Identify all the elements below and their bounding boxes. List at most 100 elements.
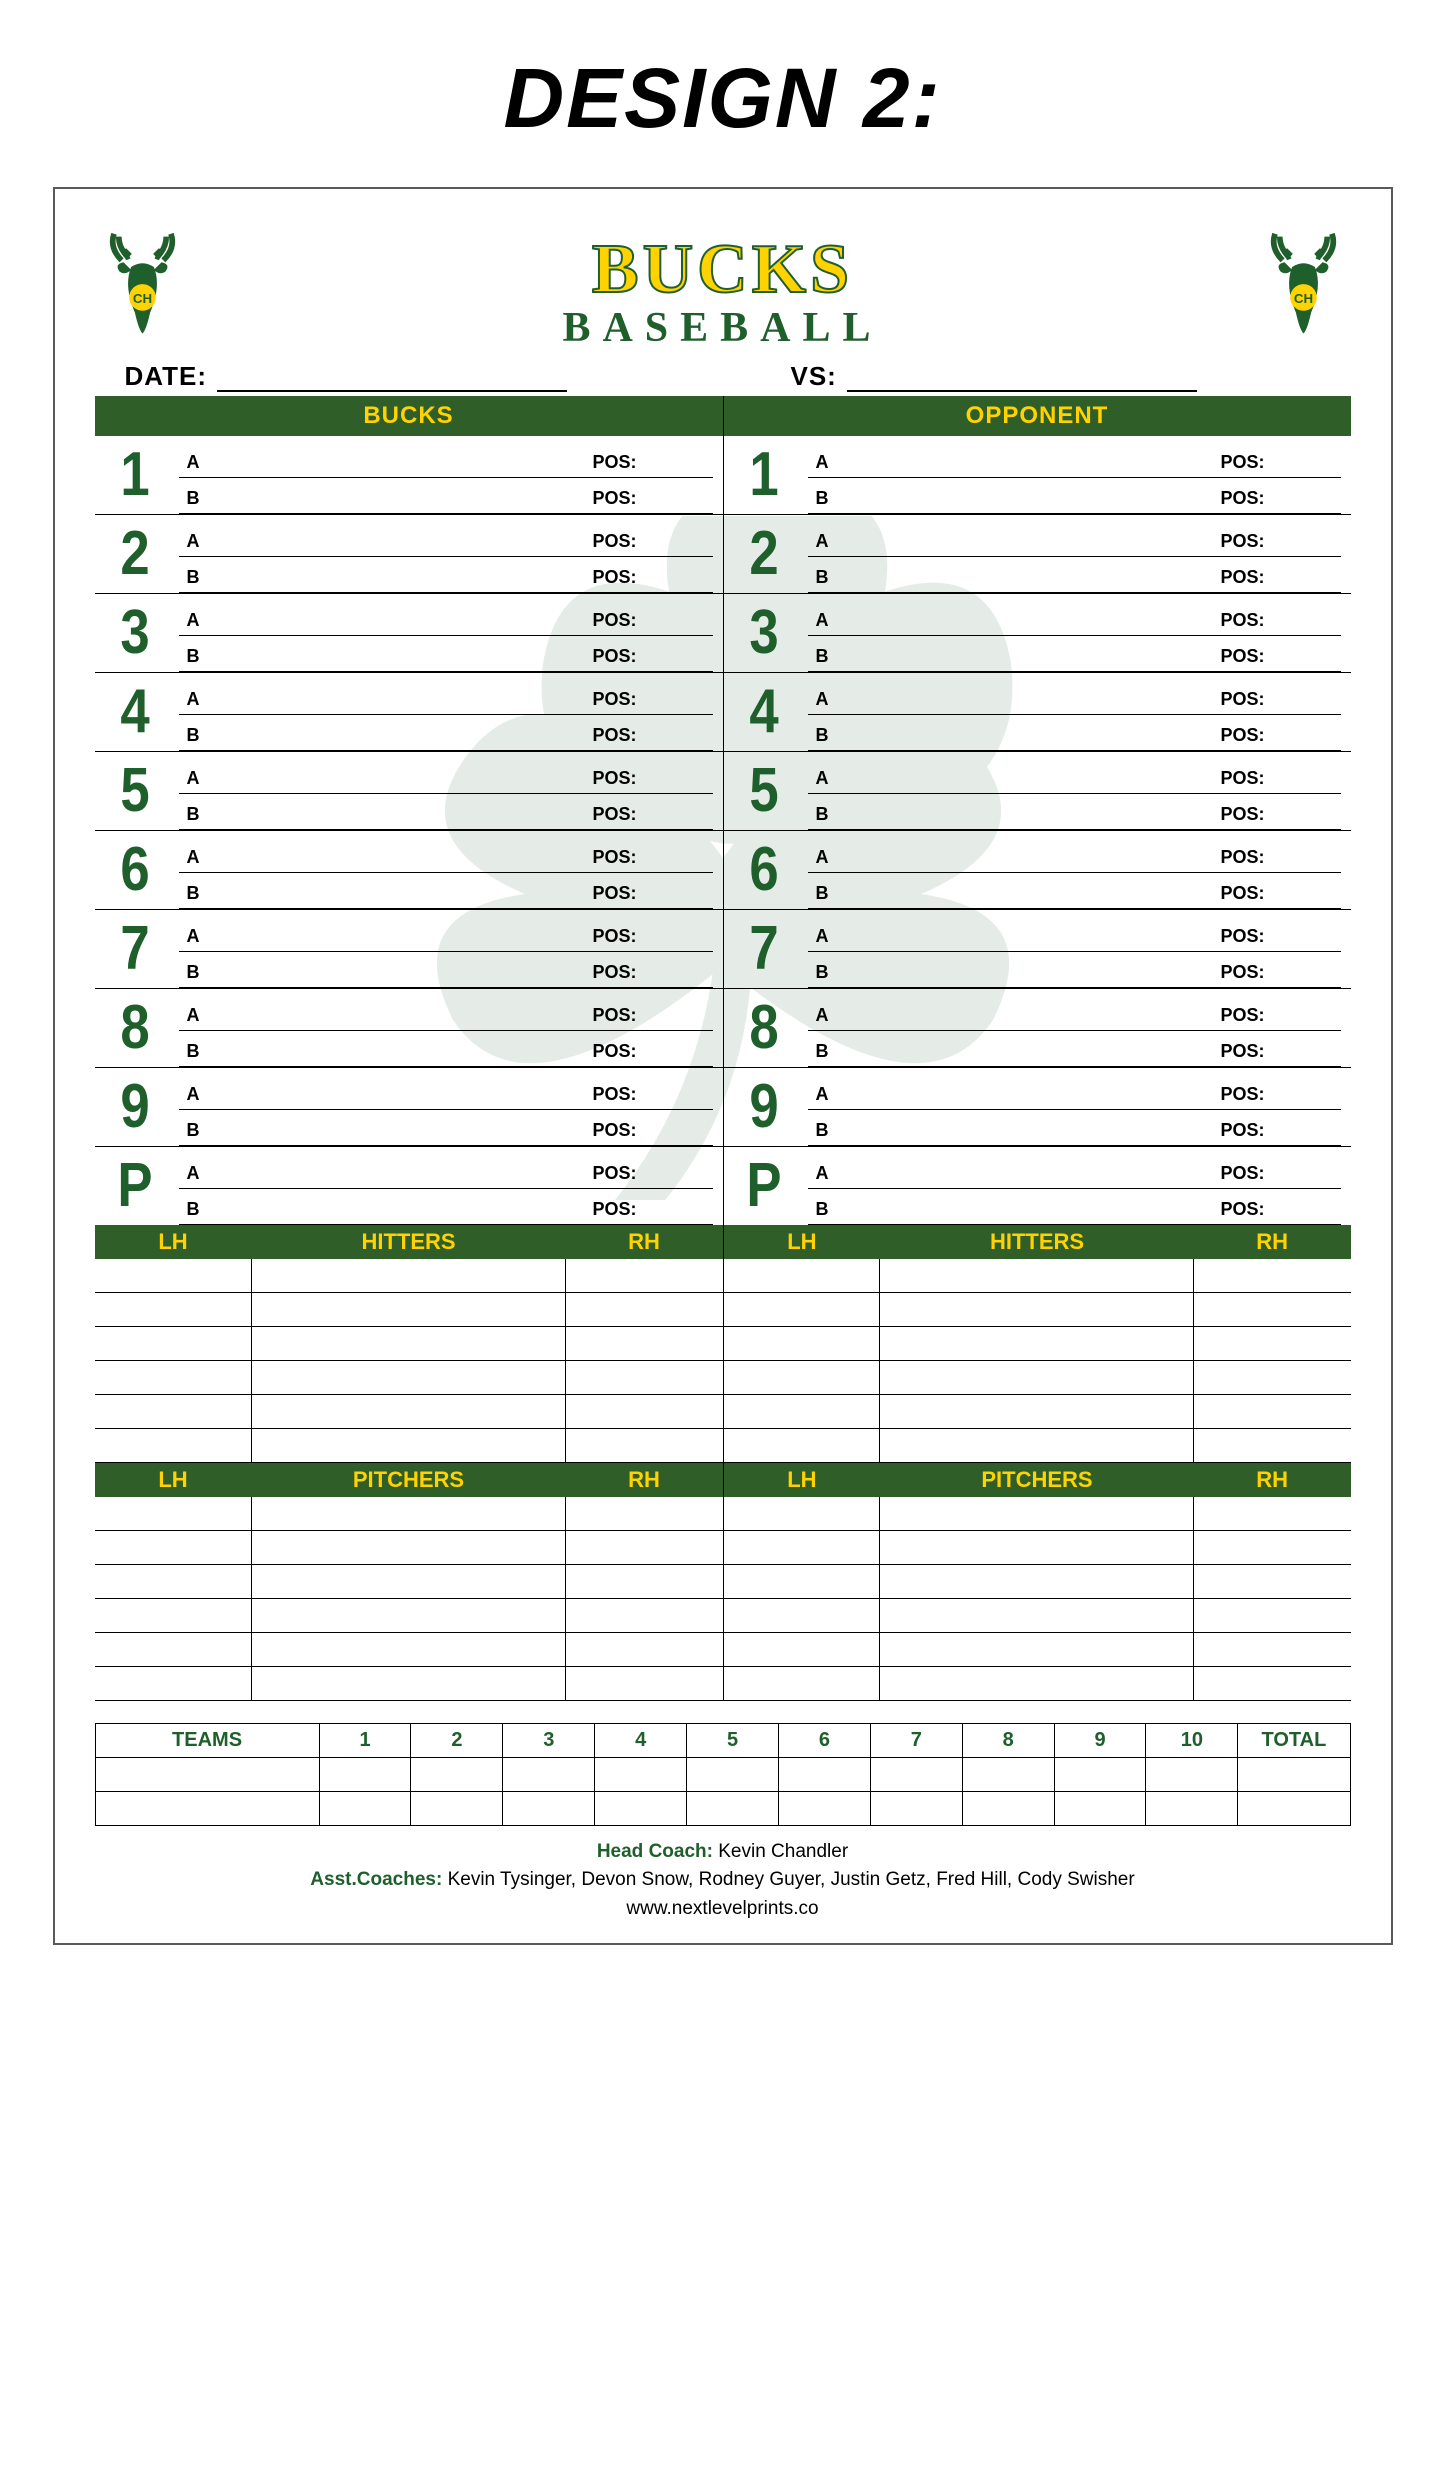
sec-cell-mid[interactable]: [880, 1259, 1194, 1292]
sec-cell-rh[interactable]: [1194, 1361, 1351, 1394]
sec-cell-lh[interactable]: [724, 1395, 881, 1428]
sec-cell-mid[interactable]: [880, 1633, 1194, 1666]
slot-line-b[interactable]: BPOS:: [808, 1189, 1341, 1225]
slot-line-b[interactable]: BPOS:: [808, 636, 1341, 672]
sec-cell-mid[interactable]: [252, 1531, 566, 1564]
slot-line-a[interactable]: APOS:: [179, 600, 713, 636]
slot-line-b[interactable]: BPOS:: [179, 715, 713, 751]
sec-cell-mid[interactable]: [252, 1327, 566, 1360]
slot-line-a[interactable]: APOS:: [808, 1074, 1341, 1110]
score-cell[interactable]: [1238, 1791, 1350, 1825]
sec-cell-rh[interactable]: [566, 1293, 723, 1326]
sec-cell-lh[interactable]: [724, 1361, 881, 1394]
sec-cell-mid[interactable]: [252, 1497, 566, 1530]
sec-cell-mid[interactable]: [252, 1667, 566, 1700]
slot-line-b[interactable]: BPOS:: [179, 794, 713, 830]
sec-cell-lh[interactable]: [95, 1361, 252, 1394]
slot-line-a[interactable]: APOS:: [179, 758, 713, 794]
slot-line-b[interactable]: BPOS:: [808, 873, 1341, 909]
slot-line-a[interactable]: APOS:: [179, 1153, 713, 1189]
date-input-line[interactable]: [217, 368, 567, 392]
sec-cell-rh[interactable]: [566, 1633, 723, 1666]
score-cell[interactable]: [411, 1791, 503, 1825]
sec-cell-lh[interactable]: [724, 1259, 881, 1292]
sec-cell-rh[interactable]: [566, 1259, 723, 1292]
score-cell[interactable]: [595, 1757, 687, 1791]
sec-cell-mid[interactable]: [880, 1565, 1194, 1598]
sec-cell-rh[interactable]: [1194, 1293, 1351, 1326]
sec-line[interactable]: [724, 1327, 1351, 1361]
sec-line[interactable]: [95, 1293, 723, 1327]
sec-cell-rh[interactable]: [1194, 1599, 1351, 1632]
sec-cell-mid[interactable]: [880, 1531, 1194, 1564]
sec-cell-lh[interactable]: [95, 1259, 252, 1292]
sec-cell-lh[interactable]: [95, 1633, 252, 1666]
slot-line-b[interactable]: BPOS:: [179, 952, 713, 988]
score-cell[interactable]: [595, 1791, 687, 1825]
slot-line-b[interactable]: BPOS:: [808, 1031, 1341, 1067]
sec-cell-rh[interactable]: [1194, 1667, 1351, 1700]
slot-line-b[interactable]: BPOS:: [808, 715, 1341, 751]
slot-line-a[interactable]: APOS:: [179, 1074, 713, 1110]
slot-line-b[interactable]: BPOS:: [808, 1110, 1341, 1146]
slot-line-b[interactable]: BPOS:: [808, 952, 1341, 988]
sec-line[interactable]: [95, 1259, 723, 1293]
sec-cell-rh[interactable]: [566, 1667, 723, 1700]
slot-line-b[interactable]: BPOS:: [179, 1189, 713, 1225]
score-cell[interactable]: [411, 1757, 503, 1791]
sec-cell-lh[interactable]: [724, 1531, 881, 1564]
score-cell[interactable]: [778, 1791, 870, 1825]
sec-line[interactable]: [724, 1259, 1351, 1293]
slot-line-b[interactable]: BPOS:: [808, 478, 1341, 514]
sec-line[interactable]: [724, 1531, 1351, 1565]
sec-line[interactable]: [95, 1327, 723, 1361]
sec-cell-lh[interactable]: [95, 1531, 252, 1564]
slot-line-a[interactable]: APOS:: [808, 521, 1341, 557]
sec-cell-lh[interactable]: [724, 1565, 881, 1598]
sec-cell-lh[interactable]: [724, 1327, 881, 1360]
sec-cell-rh[interactable]: [566, 1327, 723, 1360]
score-cell[interactable]: [1054, 1791, 1146, 1825]
slot-line-b[interactable]: BPOS:: [808, 794, 1341, 830]
vs-input-line[interactable]: [847, 368, 1197, 392]
sec-cell-rh[interactable]: [566, 1429, 723, 1462]
sec-cell-lh[interactable]: [724, 1633, 881, 1666]
sec-cell-mid[interactable]: [252, 1429, 566, 1462]
sec-line[interactable]: [724, 1599, 1351, 1633]
sec-line[interactable]: [724, 1497, 1351, 1531]
score-cell[interactable]: [503, 1757, 595, 1791]
sec-cell-mid[interactable]: [880, 1667, 1194, 1700]
sec-line[interactable]: [95, 1429, 723, 1463]
slot-line-a[interactable]: APOS:: [808, 837, 1341, 873]
sec-line[interactable]: [95, 1531, 723, 1565]
sec-cell-lh[interactable]: [95, 1599, 252, 1632]
sec-line[interactable]: [724, 1293, 1351, 1327]
sec-line[interactable]: [724, 1565, 1351, 1599]
slot-line-b[interactable]: BPOS:: [179, 1031, 713, 1067]
sec-line[interactable]: [724, 1361, 1351, 1395]
sec-cell-lh[interactable]: [95, 1497, 252, 1530]
sec-cell-mid[interactable]: [252, 1395, 566, 1428]
sec-line[interactable]: [95, 1565, 723, 1599]
slot-line-a[interactable]: APOS:: [179, 995, 713, 1031]
sec-cell-mid[interactable]: [880, 1327, 1194, 1360]
sec-cell-rh[interactable]: [1194, 1327, 1351, 1360]
sec-line[interactable]: [95, 1361, 723, 1395]
slot-line-a[interactable]: APOS:: [179, 837, 713, 873]
sec-line[interactable]: [95, 1599, 723, 1633]
score-cell[interactable]: [962, 1757, 1054, 1791]
sec-cell-lh[interactable]: [95, 1565, 252, 1598]
sec-cell-lh[interactable]: [724, 1667, 881, 1700]
sec-line[interactable]: [724, 1395, 1351, 1429]
sec-cell-mid[interactable]: [880, 1361, 1194, 1394]
slot-line-a[interactable]: APOS:: [179, 916, 713, 952]
sec-cell-mid[interactable]: [880, 1599, 1194, 1632]
slot-line-a[interactable]: APOS:: [179, 679, 713, 715]
slot-line-a[interactable]: APOS:: [179, 521, 713, 557]
score-cell[interactable]: [870, 1757, 962, 1791]
sec-line[interactable]: [95, 1633, 723, 1667]
slot-line-a[interactable]: APOS:: [808, 442, 1341, 478]
sec-cell-lh[interactable]: [95, 1327, 252, 1360]
sec-cell-mid[interactable]: [880, 1395, 1194, 1428]
slot-line-b[interactable]: BPOS:: [179, 636, 713, 672]
